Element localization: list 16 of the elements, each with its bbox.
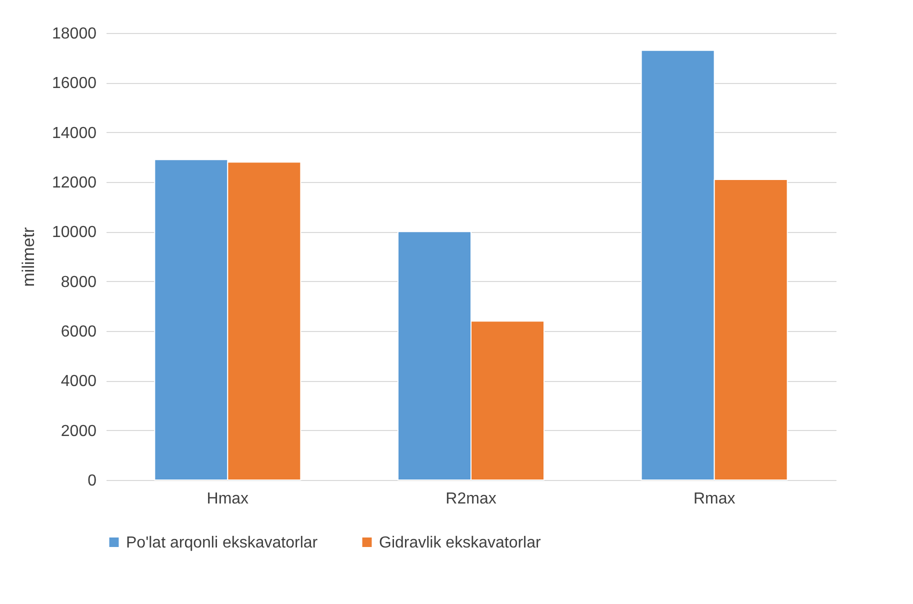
x-tick-label: Rmax (693, 490, 736, 508)
y-tick-label: 0 (88, 472, 97, 490)
y-tick-label: 4000 (60, 373, 97, 390)
y-tick-label: 10000 (52, 224, 97, 242)
y-tick-label: 18000 (52, 26, 97, 42)
y-axis-title: milimetr (19, 226, 38, 287)
legend-label: Po'lat arqonli ekskavatorlar (126, 534, 318, 552)
y-tick-label: 8000 (60, 274, 97, 291)
x-tick-label: Hmax (206, 490, 249, 508)
y-tick-label: 14000 (52, 124, 97, 142)
y-tick-label: 12000 (52, 174, 97, 192)
y-tick-label: 16000 (52, 75, 97, 92)
x-tick-label: R2max (446, 490, 496, 508)
y-tick-label: 2000 (60, 422, 97, 440)
legend-label: Gidravlik ekskavatorlar (379, 534, 542, 552)
y-tick-label: 6000 (60, 324, 97, 340)
